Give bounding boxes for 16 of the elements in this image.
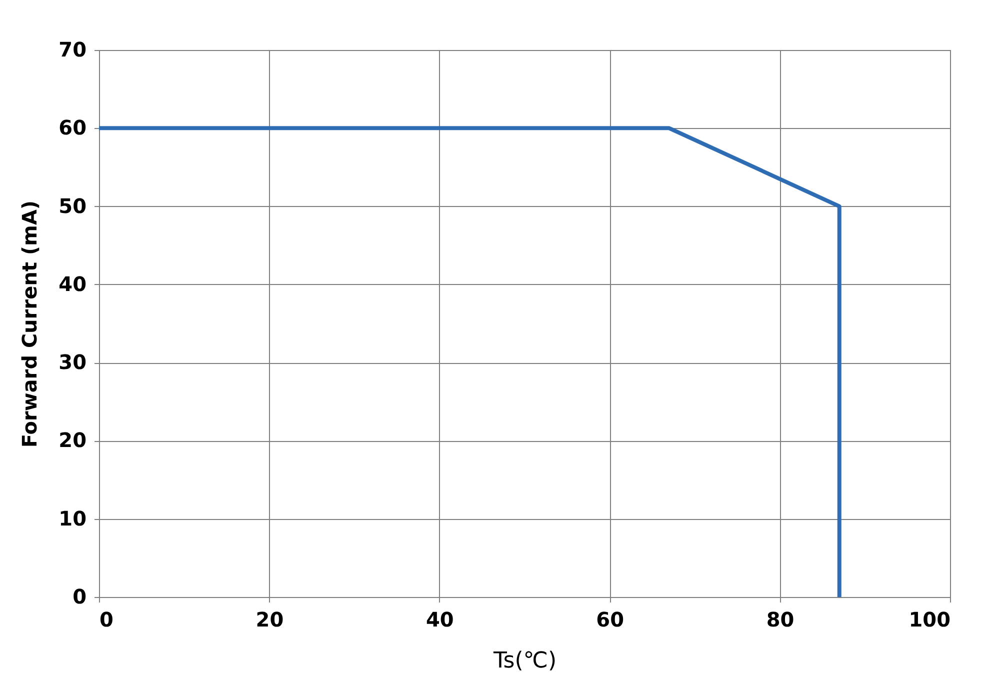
x-tick-label: 80 xyxy=(766,608,794,632)
x-tick-label: 60 xyxy=(596,608,624,632)
x-tick-label: 40 xyxy=(426,608,454,632)
x-tick-label: 20 xyxy=(256,608,284,632)
x-tick-label: 0 xyxy=(100,608,114,632)
y-axis-title: Forward Current (mA) xyxy=(18,200,42,448)
y-tick-label: 20 xyxy=(58,428,86,452)
y-tick-label: 60 xyxy=(58,116,86,140)
y-tick-label: 70 xyxy=(58,38,86,62)
y-tick-label: 30 xyxy=(58,350,86,374)
y-tick-label: 50 xyxy=(58,194,86,218)
y-tick-label: 40 xyxy=(58,272,86,296)
x-axis-title: Ts(℃) xyxy=(492,648,557,674)
y-tick-label: 10 xyxy=(58,506,86,530)
y-tick-label: 0 xyxy=(72,584,86,608)
x-tick-label: 100 xyxy=(908,608,950,632)
